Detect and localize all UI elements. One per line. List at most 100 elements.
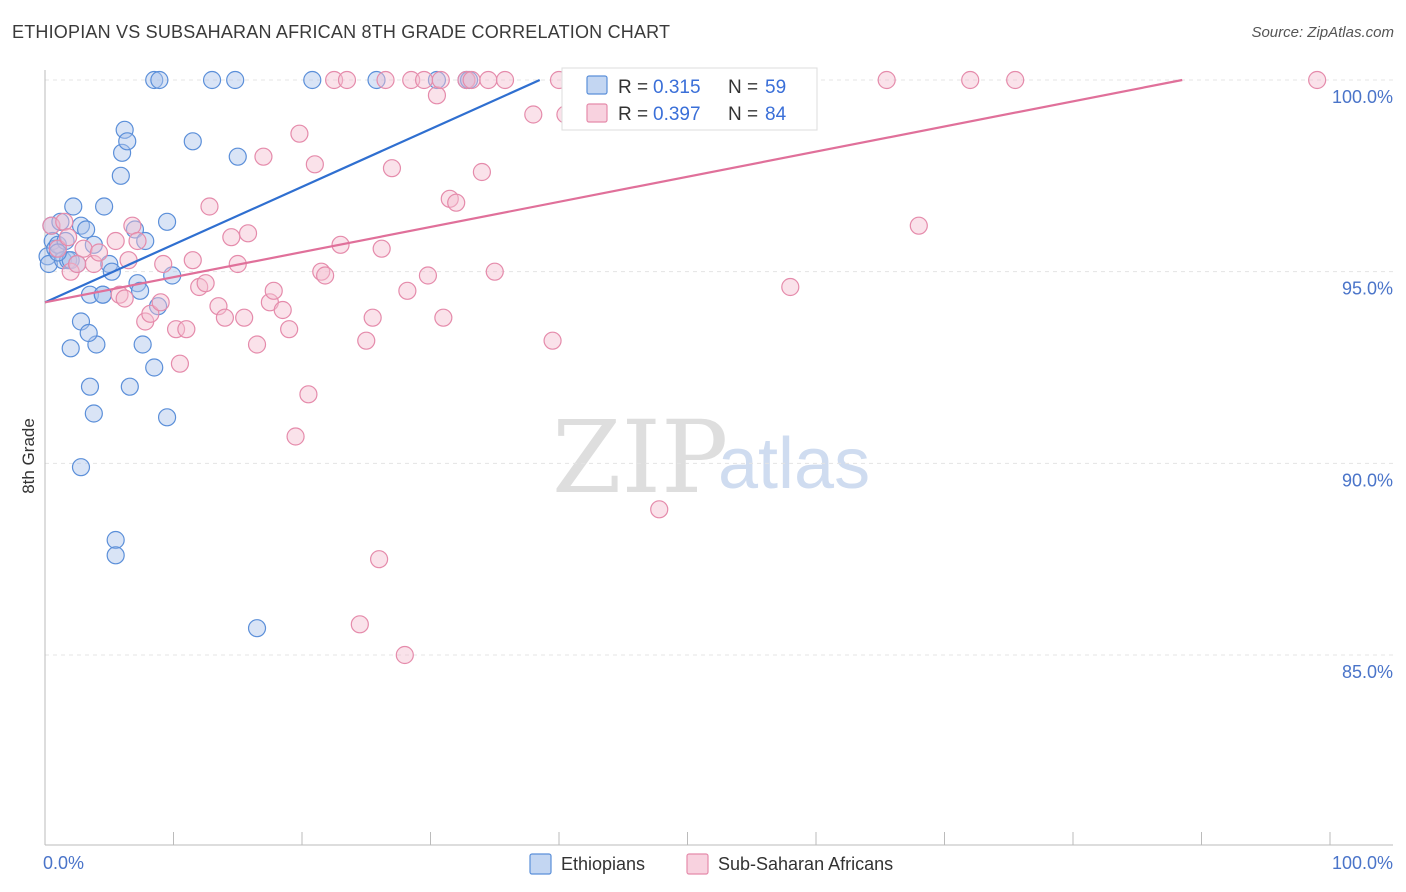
ethiopian-point [133, 335, 152, 354]
ethiopian-point [80, 377, 100, 396]
legend-swatch-subsaharan [586, 103, 608, 123]
ethiopian-point [71, 458, 91, 477]
subsaharan-point [55, 212, 74, 231]
ethiopian-point [150, 70, 169, 90]
watermark-zip: ZIP [552, 399, 728, 516]
ethiopian-point [106, 530, 125, 550]
watermark-atlas: atlas [718, 424, 870, 504]
ethiopian-point [106, 546, 125, 565]
subsaharan-point [106, 231, 125, 251]
trend-lines [44, 78, 1183, 304]
subsaharan-point [264, 281, 283, 300]
legend-r-label-ethiopians: R = [618, 77, 648, 98]
subsaharan-point [286, 427, 305, 446]
subsaharan-point [961, 70, 980, 90]
correlation-legend: R = 0.315 N = 59 R = 0.397 N = 84 [561, 67, 818, 131]
subsaharan-point [290, 124, 309, 143]
y-tick-label: 95.0% [1342, 279, 1393, 299]
subsaharan-point [1308, 70, 1327, 90]
subsaharan-point [543, 331, 562, 350]
subsaharan-point [151, 293, 170, 312]
y-tick-labels: 85.0% 90.0% 95.0% 100.0% [1332, 87, 1393, 682]
subsaharan-point [215, 308, 234, 327]
subsaharan-point [128, 231, 147, 251]
legend-r-value-ethiopians: 0.315 [653, 77, 701, 98]
legend-n-label-ethiopians: N = [728, 77, 758, 98]
ethiopian-point [64, 197, 83, 216]
subsaharan-point [166, 320, 186, 339]
series-legend-label-ethiopians: Ethiopians [561, 854, 645, 874]
series-legend: Ethiopians Sub-Saharan Africans [529, 853, 893, 875]
ethiopian-point [112, 143, 132, 162]
ethiopian-point [145, 70, 164, 90]
subsaharan-point [370, 550, 389, 569]
chart-title: ETHIOPIAN VS SUBSAHARAN AFRICAN 8TH GRAD… [12, 22, 671, 42]
subsaharan-point [781, 277, 800, 297]
subsaharan-point [238, 224, 258, 243]
subsaharan-point [209, 297, 228, 316]
subsaharan-point [427, 86, 447, 105]
subsaharan-point [350, 615, 369, 634]
ethiopian-point [93, 285, 112, 304]
ethiopian-point [51, 212, 70, 231]
subsaharan-point [89, 243, 109, 262]
subsaharan-point [177, 320, 196, 339]
y-axis-label: 8th Grade [19, 418, 38, 494]
subsaharan-point [115, 289, 134, 308]
legend-r-value-subsaharan: 0.397 [653, 104, 701, 125]
ethiopian-point [427, 70, 447, 90]
ethiopian-point [79, 323, 98, 343]
y-tick-label: 100.0% [1332, 87, 1393, 107]
subsaharan-point [59, 228, 78, 247]
ethiopian-point [118, 132, 137, 151]
subsaharan-point [447, 193, 466, 212]
subsaharan-point [119, 251, 138, 270]
subsaharan-point [402, 70, 421, 90]
subsaharan-point [485, 262, 504, 281]
legend-swatch-ethiopians [586, 75, 608, 95]
subsaharan-point [418, 266, 438, 285]
subsaharan-point [141, 304, 160, 323]
subsaharan-point [280, 320, 299, 339]
subsaharan-point [472, 162, 491, 182]
y-tick-label: 90.0% [1342, 470, 1393, 490]
series-legend-swatch-ethiopians [529, 853, 552, 875]
ethiopian-point [95, 197, 114, 216]
gridlines [45, 79, 1393, 656]
subsaharan-point [382, 159, 402, 178]
subsaharan-point [325, 70, 344, 90]
subsaharan-point [305, 155, 324, 174]
subsaharan-point [431, 70, 450, 90]
series-legend-swatch-subsaharan [686, 853, 709, 875]
ethiopian-point [115, 120, 134, 139]
series-legend-label-subsaharan: Sub-Saharan Africans [718, 854, 893, 874]
subsaharan-point [650, 500, 669, 519]
ethiopian-point [202, 70, 222, 90]
ethiopian-point [130, 281, 150, 300]
subsaharan-point [254, 147, 273, 166]
subsaharan-point [74, 239, 93, 258]
subsaharan-point [495, 70, 515, 90]
subsaharan-point [84, 254, 103, 274]
ethiopian-point [145, 358, 164, 377]
subsaharan-point [372, 239, 391, 258]
ethiopian-point [183, 132, 202, 151]
ethiopian-point [120, 377, 139, 396]
subsaharan-point [170, 354, 190, 373]
subsaharan-point [196, 274, 215, 293]
subsaharan-point [222, 228, 241, 247]
subsaharan-point [247, 335, 267, 354]
subsaharan-point [183, 251, 202, 270]
legend-n-value-subsaharan: 84 [765, 104, 787, 125]
x-tick-marks [44, 832, 1331, 845]
x-tick-label-max: 100.0% [1332, 853, 1393, 873]
subsaharan-point [395, 645, 414, 665]
ethiopian-point [48, 243, 67, 262]
subsaharan-point [316, 266, 335, 285]
subsaharan-point [877, 70, 896, 90]
subsaharan-point [48, 239, 67, 258]
ethiopian-point [157, 408, 177, 427]
series-ethiopians-points [38, 70, 479, 638]
ethiopian-point [303, 70, 322, 90]
ethiopian-point [157, 212, 177, 231]
